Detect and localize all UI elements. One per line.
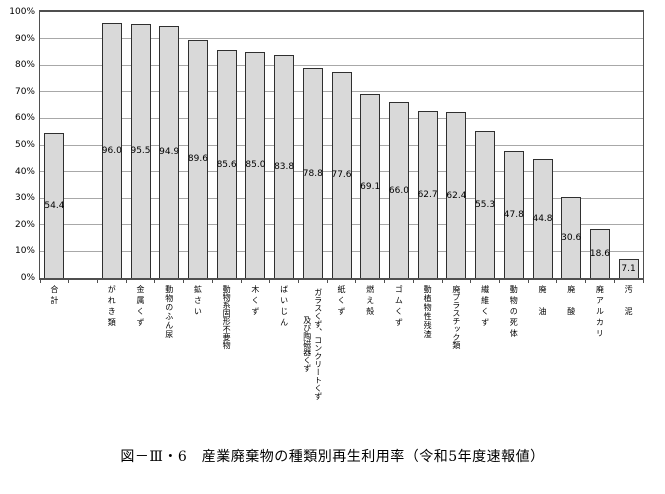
bar: 7.1 (618, 259, 639, 278)
category-label: 鉱さい (193, 285, 203, 318)
category-label: 燃え殻 (365, 285, 375, 318)
category-label: 繊維くず (480, 285, 490, 329)
y-tick-label: 10% (14, 246, 35, 257)
x-tick (39, 280, 41, 283)
bar: 85.0 (245, 51, 266, 278)
bar-value-label: 94.9 (159, 147, 180, 158)
bar-value-label: 54.4 (44, 201, 65, 212)
bar: 62.7 (418, 111, 438, 278)
bar: 78.8 (303, 68, 323, 278)
y-tick-label: 90% (14, 33, 35, 44)
bar: 62.4 (446, 112, 466, 278)
bar-value-label: 30.6 (561, 232, 582, 243)
bar: 44.8 (532, 158, 553, 278)
category-label: 紙くず (337, 285, 346, 318)
bar: 96.0 (101, 22, 122, 278)
bar-value-label: 62.7 (417, 190, 438, 201)
bar: 77.6 (331, 71, 352, 278)
bar-value-label: 62.4 (446, 190, 467, 201)
y-tick-label: 50% (14, 140, 35, 150)
x-tick (412, 280, 414, 283)
category-label: 廃プラスチック類 (451, 285, 461, 349)
bar-value-label: 55.3 (475, 199, 496, 210)
bar-value-label: 96.0 (101, 145, 122, 156)
category-label: 動物系固形不要物 (222, 285, 232, 349)
bar: 89.6 (187, 39, 208, 278)
category-label: 廃 酸 (566, 285, 576, 318)
x-tick (125, 280, 127, 283)
grid-line (40, 38, 643, 40)
x-tick (96, 280, 98, 283)
y-tick-label: 60% (14, 113, 35, 124)
bar-value-label: 85.6 (216, 159, 237, 170)
bar-value-label: 89.6 (187, 154, 208, 165)
x-tick (498, 280, 500, 283)
bar-value-label: 83.8 (274, 162, 295, 173)
bar: 54.4 (44, 133, 64, 278)
category-label: 動物のふん尿 (164, 285, 174, 339)
x-tick (183, 280, 185, 283)
x-tick (68, 280, 70, 283)
category-label: ばいじん (279, 285, 289, 329)
y-tick-label: 80% (14, 60, 35, 71)
grid-line (40, 64, 643, 66)
figure-caption: 図－Ⅲ・6 産業廃棄物の種類別再生利用率（令和5年度速報値） (120, 449, 545, 465)
y-tick-label: 20% (14, 219, 35, 230)
x-tick (441, 280, 443, 283)
x-tick (585, 280, 587, 283)
x-tick (613, 280, 615, 283)
category-label: 合計 (49, 285, 59, 307)
bar: 85.6 (217, 50, 237, 278)
bar: 55.3 (475, 130, 496, 278)
x-tick (269, 280, 271, 283)
x-tick (527, 280, 529, 283)
x-tick (556, 280, 558, 283)
bar: 69.1 (360, 94, 380, 278)
bar: 95.5 (130, 23, 151, 278)
x-tick (240, 280, 242, 283)
bar-value-label: 85.0 (245, 160, 266, 171)
x-tick (297, 280, 299, 283)
category-label: ゴムくず (394, 285, 404, 329)
bar-value-label: 44.8 (532, 213, 553, 224)
y-tick-label: 0% (20, 273, 35, 283)
category-label: 金属くず (136, 285, 145, 329)
bar-value-label: 7.1 (621, 264, 636, 275)
bar-value-label: 95.5 (130, 146, 151, 157)
x-tick (355, 280, 357, 283)
x-tick (470, 280, 472, 283)
y-tick-label: 30% (14, 193, 35, 204)
bar: 94.9 (159, 25, 180, 278)
x-tick (326, 280, 328, 283)
category-label: 動植物性残渣 (423, 285, 433, 339)
bar: 47.8 (503, 150, 524, 278)
bar-value-label: 47.8 (503, 209, 524, 220)
y-tick-label: 70% (14, 86, 35, 97)
bar-value-label: 77.6 (331, 170, 352, 181)
plot-area: 54.4 96.0 95.5 94.9 89.6 85.6 85.0 83.8 78.8 77.6… (39, 10, 644, 280)
bar: 83.8 (274, 55, 294, 278)
category-label: ガラスくず、コンクリートくず及び陶磁器くず (302, 288, 323, 400)
x-tick (642, 280, 644, 283)
y-tick-label: 40% (14, 166, 35, 177)
y-tick-label: 100% (9, 7, 35, 17)
bar-value-label: 78.8 (302, 168, 323, 179)
x-tick (211, 280, 213, 283)
bar-value-label: 18.6 (589, 248, 610, 259)
category-label: 木くず (250, 285, 260, 318)
bar-value-label: 69.1 (360, 181, 381, 192)
bar: 66.0 (389, 102, 409, 278)
category-label: 動物の死体 (509, 285, 519, 340)
bar: 18.6 (589, 228, 610, 278)
x-tick (154, 280, 156, 283)
category-label: 廃アルカリ (595, 285, 605, 340)
x-tick (384, 280, 386, 283)
bar: 30.6 (561, 196, 582, 278)
bar-value-label: 66.0 (388, 185, 409, 196)
category-label: 汚 泥 (624, 285, 634, 318)
category-label: 廃 油 (538, 285, 547, 318)
category-label: がれき類 (107, 285, 117, 329)
